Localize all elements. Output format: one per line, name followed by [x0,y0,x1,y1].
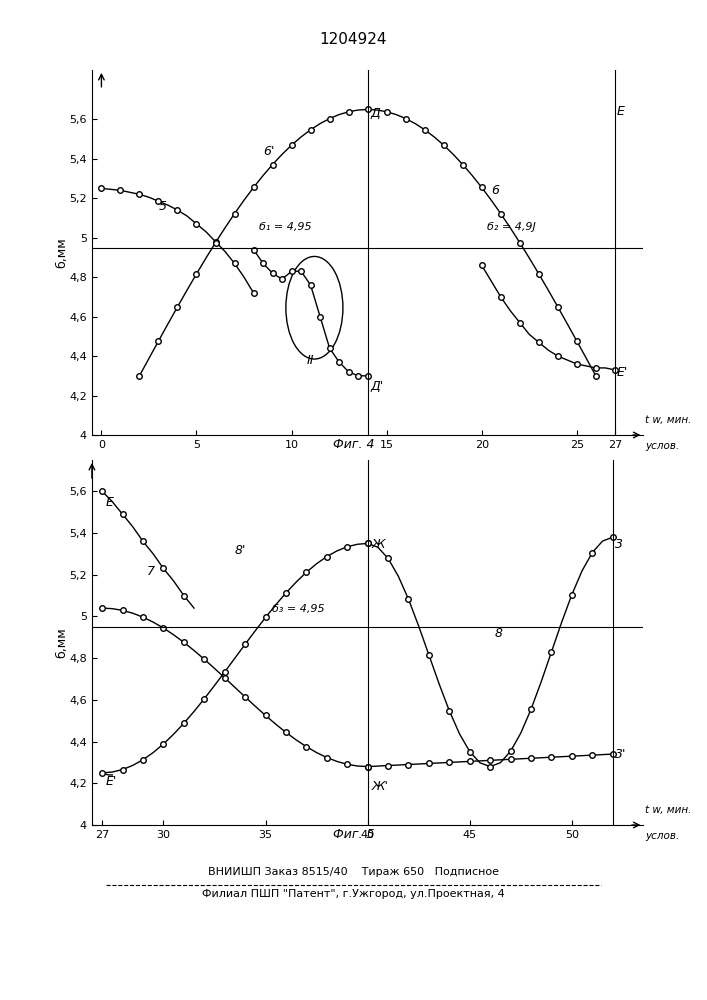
Text: Фиг. 4: Фиг. 4 [333,438,374,451]
Text: Е: Е [105,496,113,509]
Text: б₁ = 4,95: б₁ = 4,95 [259,222,312,232]
Y-axis label: б,мм: б,мм [55,627,68,658]
Text: услов.: услов. [645,831,679,841]
Text: Д': Д' [370,380,384,393]
Text: Е': Е' [105,775,117,788]
Text: t w, мин.: t w, мин. [645,415,691,425]
Text: Ж': Ж' [372,780,389,793]
Text: Е: Е [617,105,624,118]
Text: Фиг. 5: Фиг. 5 [333,828,374,841]
Text: 8: 8 [494,627,502,640]
Text: II: II [307,354,315,367]
Text: Ж: Ж [372,538,385,551]
Text: 7: 7 [147,565,155,578]
Text: Филиал ПШП "Патент", г.Ужгород, ул.Проектная, 4: Филиал ПШП "Патент", г.Ужгород, ул.Проек… [202,889,505,899]
Text: Д: Д [370,107,380,120]
Text: ВНИИШП Заказ 8515/40    Тираж 650   Подписное: ВНИИШП Заказ 8515/40 Тираж 650 Подписное [208,867,499,877]
Text: 6: 6 [491,184,499,197]
Text: 5: 5 [158,200,166,213]
Text: услов.: услов. [645,441,679,451]
Text: 8': 8' [235,544,246,557]
Text: Е': Е' [617,366,628,379]
Text: 3: 3 [615,538,623,551]
Text: б₂ = 4,9J: б₂ = 4,9J [487,222,536,232]
Text: б₃ = 4,95: б₃ = 4,95 [271,604,325,614]
Text: 1204924: 1204924 [320,32,387,47]
Text: 3': 3' [615,748,626,761]
Y-axis label: б,мм: б,мм [55,237,68,268]
Text: t w, мин.: t w, мин. [645,805,691,815]
Text: 6': 6' [263,145,274,158]
